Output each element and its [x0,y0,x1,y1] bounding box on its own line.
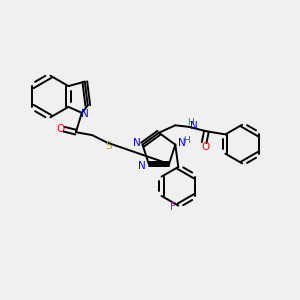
Text: N: N [190,121,198,131]
Text: O: O [56,124,64,134]
Text: O: O [202,142,210,152]
Text: H: H [183,136,190,145]
Text: H: H [187,118,194,127]
Text: N: N [81,109,89,119]
Text: N: N [133,138,140,148]
Text: N: N [138,161,146,171]
Text: F: F [170,202,176,212]
Text: N: N [178,138,186,148]
Text: S: S [105,140,112,151]
